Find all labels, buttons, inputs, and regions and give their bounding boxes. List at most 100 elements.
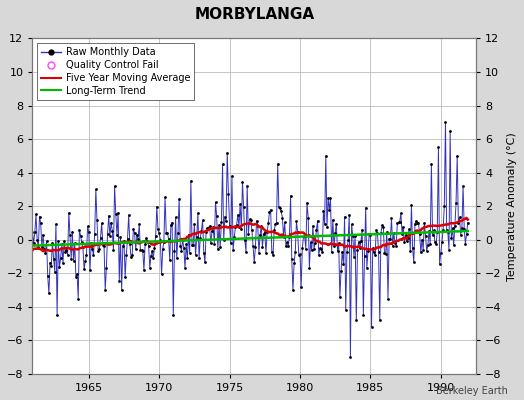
Point: [208, 228, 216, 234]
Point: [210, 240, 219, 247]
Point: [253, 218, 261, 224]
Point: [269, 252, 277, 258]
Point: [71, 240, 79, 246]
Point: [248, 227, 256, 233]
Point: [87, 240, 95, 246]
Point: [84, 229, 93, 235]
Point: [172, 255, 181, 262]
Point: [225, 223, 234, 230]
Point: [459, 183, 467, 189]
Point: [86, 267, 94, 274]
Point: [426, 241, 434, 248]
Point: [272, 220, 281, 226]
Point: [401, 232, 410, 238]
Point: [160, 238, 168, 245]
Point: [408, 245, 417, 251]
Point: [136, 247, 145, 253]
Point: [461, 241, 470, 247]
Point: [106, 233, 114, 240]
Point: [441, 119, 450, 126]
Point: [292, 218, 301, 225]
Point: [411, 221, 419, 227]
Point: [100, 242, 108, 249]
Point: [418, 236, 426, 243]
Point: [419, 246, 428, 253]
Point: [405, 226, 413, 232]
Point: [350, 253, 358, 260]
Point: [82, 252, 91, 258]
Point: [222, 218, 230, 224]
Point: [428, 232, 436, 238]
Point: [64, 210, 73, 216]
Point: [290, 260, 298, 266]
Point: [368, 245, 377, 251]
Point: [367, 324, 376, 330]
Point: [127, 254, 135, 260]
Point: [444, 229, 452, 235]
Point: [116, 234, 125, 240]
Point: [149, 255, 158, 261]
Point: [361, 252, 369, 259]
Point: [413, 220, 421, 226]
Point: [39, 231, 47, 238]
Point: [89, 252, 97, 258]
Point: [63, 252, 72, 258]
Point: [206, 240, 215, 246]
Point: [42, 238, 51, 244]
Point: [268, 249, 276, 255]
Point: [88, 246, 96, 252]
Point: [402, 238, 411, 244]
Point: [348, 233, 357, 239]
Point: [35, 213, 43, 220]
Point: [183, 255, 192, 262]
Point: [351, 233, 359, 240]
Point: [378, 222, 386, 229]
Point: [432, 241, 440, 248]
Point: [395, 219, 403, 226]
Point: [214, 246, 222, 252]
Point: [275, 204, 283, 210]
Point: [365, 231, 374, 237]
Point: [195, 255, 203, 262]
Point: [243, 183, 252, 189]
Point: [163, 230, 171, 236]
Point: [184, 231, 193, 238]
Point: [242, 249, 250, 255]
Point: [438, 239, 446, 245]
Point: [297, 284, 305, 290]
Point: [283, 239, 291, 246]
Point: [310, 246, 318, 252]
Point: [121, 274, 129, 280]
Point: [400, 239, 409, 246]
Point: [134, 236, 142, 242]
Point: [403, 235, 412, 242]
Point: [55, 264, 63, 270]
Point: [317, 246, 325, 252]
Point: [324, 195, 332, 201]
Point: [190, 221, 199, 228]
Point: [108, 227, 116, 234]
Point: [187, 178, 195, 184]
Point: [364, 248, 372, 254]
Point: [181, 265, 189, 271]
Point: [107, 220, 115, 226]
Point: [274, 161, 282, 167]
Point: [434, 144, 443, 151]
Point: [126, 241, 134, 248]
Point: [372, 227, 380, 234]
Point: [267, 206, 275, 213]
Point: [30, 229, 39, 236]
Point: [322, 153, 330, 159]
Point: [337, 268, 345, 275]
Point: [111, 183, 119, 189]
Point: [170, 248, 179, 254]
Point: [427, 161, 435, 168]
Point: [356, 245, 364, 251]
Point: [309, 223, 317, 229]
Point: [133, 232, 141, 238]
Legend: Raw Monthly Data, Quality Control Fail, Five Year Moving Average, Long-Term Tren: Raw Monthly Data, Quality Control Fail, …: [37, 43, 194, 100]
Point: [29, 240, 38, 247]
Point: [436, 250, 445, 257]
Point: [238, 179, 247, 185]
Point: [376, 317, 384, 324]
